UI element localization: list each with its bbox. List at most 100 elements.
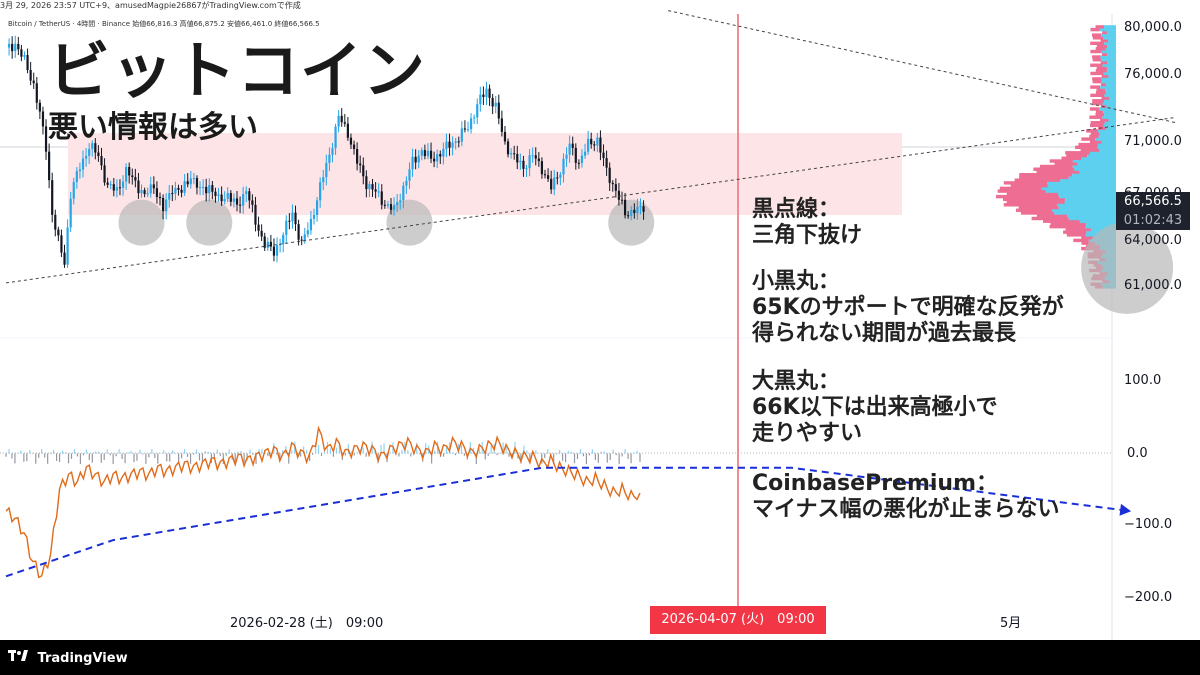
candle-body	[476, 104, 479, 118]
candle-body	[235, 198, 239, 205]
volume-bar-sell	[1054, 162, 1078, 166]
page-subtitle: 悪い情報は多い	[48, 110, 258, 145]
candle-body	[531, 155, 534, 157]
candle-body	[112, 184, 115, 191]
volume-bar-sell	[1101, 96, 1110, 100]
candle-body	[346, 123, 349, 138]
last-price-value: 66,566.5	[1124, 194, 1182, 209]
candle-body	[488, 88, 491, 98]
candle-body	[411, 156, 414, 170]
histogram-bar	[416, 442, 418, 454]
histogram-bar	[133, 453, 135, 463]
candle-body	[171, 193, 174, 195]
candle-body	[389, 204, 393, 210]
candle-body	[519, 160, 522, 163]
candle-body	[627, 215, 630, 217]
histogram-bar	[380, 445, 382, 454]
candle-body	[503, 131, 507, 142]
candle-body	[442, 148, 445, 157]
histogram-bar	[544, 453, 546, 458]
volume-bar-sell	[1065, 151, 1090, 155]
histogram-bar	[44, 453, 46, 458]
candle-body	[143, 190, 146, 195]
premium-tick: 0.0	[1127, 446, 1148, 461]
candle-body	[349, 137, 353, 145]
candle-body	[223, 198, 226, 202]
volume-bar-buy	[1103, 110, 1116, 114]
candle-body	[152, 184, 155, 189]
triangle-dotted-lines	[5, 10, 1177, 284]
histogram-bar	[535, 450, 537, 454]
histogram-bar	[261, 449, 263, 454]
volume-bar-buy	[1099, 107, 1116, 111]
histogram-bar	[240, 451, 242, 454]
volume-bar-sell	[1018, 205, 1059, 210]
candle-body	[479, 94, 482, 105]
chart-canvas[interactable]	[0, 0, 1200, 640]
time-tick: 5月	[1000, 616, 1022, 631]
candle-body	[325, 162, 328, 178]
volume-bar-sell	[997, 189, 1046, 193]
candle-body	[494, 102, 497, 107]
tradingview-logo[interactable]: TradingView	[8, 650, 128, 666]
histogram-bar	[189, 453, 192, 464]
histogram-bar	[58, 453, 61, 462]
histogram-bar	[8, 449, 10, 454]
histogram-bar	[445, 447, 448, 454]
histogram-bar	[502, 442, 504, 454]
volume-bar-sell	[1010, 183, 1048, 188]
histogram-bar	[11, 453, 13, 459]
histogram-bar	[85, 449, 87, 454]
histogram-bar	[198, 453, 201, 461]
support-circle	[186, 199, 233, 246]
histogram-bar	[82, 453, 84, 456]
candle-body	[423, 150, 426, 157]
candle-body	[528, 155, 531, 169]
volume-bar-sell	[1090, 27, 1100, 32]
histogram-bar	[213, 453, 215, 460]
histogram-bar	[56, 453, 58, 461]
dotted-trendline	[5, 116, 1177, 284]
price-tick: 61,000.0	[1124, 278, 1182, 293]
histogram-bar	[618, 453, 620, 464]
histogram-bar	[97, 451, 99, 454]
volume-bar-buy	[1099, 148, 1116, 152]
candle-body	[106, 182, 109, 185]
candle-body	[365, 176, 368, 190]
volume-bar-buy	[1107, 60, 1116, 65]
candle-body	[636, 206, 639, 214]
volume-bar-buy	[1102, 36, 1116, 40]
histogram-bar	[401, 449, 403, 454]
histogram-bar	[311, 453, 314, 455]
histogram-bar	[115, 453, 117, 457]
volume-bar-buy	[1103, 71, 1116, 76]
candle-body	[238, 204, 242, 206]
histogram-bar	[219, 453, 221, 456]
candle-body	[617, 190, 621, 200]
volume-bar-sell	[1092, 99, 1104, 103]
candle-body	[611, 182, 614, 185]
histogram-bar	[633, 452, 635, 454]
histogram-bar	[243, 453, 245, 463]
candle-body	[291, 212, 294, 222]
candle-body	[263, 236, 266, 248]
volume-bar-buy	[1047, 181, 1116, 185]
histogram-bar	[621, 453, 623, 457]
candle-body	[81, 158, 85, 170]
support-circle	[1081, 221, 1174, 314]
annotation-line: 大黒丸：	[752, 369, 841, 394]
candle-body	[414, 156, 417, 163]
histogram-bar	[88, 453, 90, 461]
candle-body	[445, 141, 448, 149]
volume-bar-buy	[1067, 214, 1116, 218]
histogram-bar	[606, 453, 608, 463]
volume-bar-sell	[1078, 142, 1098, 147]
candle-body	[20, 49, 23, 57]
volume-bar-buy	[1098, 134, 1116, 139]
volume-bar-sell	[1089, 107, 1100, 111]
candle-body	[146, 193, 149, 195]
candle-body	[208, 185, 211, 194]
volume-bar-buy	[1104, 112, 1116, 117]
volume-bar-buy	[1107, 52, 1116, 56]
candle-body	[186, 181, 189, 185]
